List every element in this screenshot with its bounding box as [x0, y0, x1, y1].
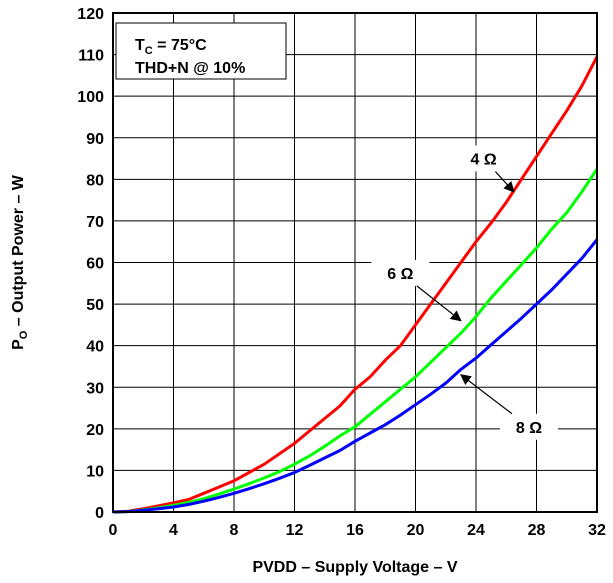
- x-tick-label-12: 12: [286, 522, 304, 539]
- conditions-box-frame: [115, 22, 287, 80]
- x-tick-label-32: 32: [588, 522, 606, 539]
- x-tick-label-0: 0: [109, 522, 118, 539]
- x-tick-label-28: 28: [528, 522, 546, 539]
- y-tick-label-30: 30: [86, 380, 104, 397]
- curve-label-3: 8 Ω: [516, 420, 542, 437]
- curve-label-bg-3: [499, 413, 558, 440]
- x-tick-label-24: 24: [467, 522, 485, 539]
- series-lines: [112, 56, 599, 514]
- thd-label: THD+N @ 10%: [135, 60, 245, 77]
- curve-labels: 4 Ω 6 Ω 8 Ω: [371, 145, 558, 440]
- temperature-main: T: [135, 37, 145, 54]
- tick-labels: 0 4 8 12 16 20 24 28 32 0 10 20 30 40 50 60 70 80 90 100 110…: [77, 6, 606, 539]
- plot-frame: [112, 12, 598, 513]
- curve-label-bg-1: [454, 145, 513, 172]
- x-tick-label-4: 4: [169, 522, 178, 539]
- series-line-2: [112, 168, 599, 514]
- y-tick-label-0: 0: [95, 505, 104, 522]
- curve-label-arrow-3: [460, 374, 513, 415]
- y-tick-label-40: 40: [86, 339, 104, 356]
- y-tick-label-90: 90: [86, 131, 104, 148]
- y-axis-title-rest: – Output Power – W: [10, 174, 27, 330]
- temperature-value: = 75°C: [153, 37, 207, 54]
- temperature-subscript: C: [145, 45, 153, 57]
- y-axis-title: PO – Output Power – W: [10, 174, 30, 350]
- y-tick-label-80: 80: [86, 172, 104, 189]
- curve-label-bg-2: [371, 259, 430, 286]
- y-tick-label-50: 50: [86, 297, 104, 314]
- x-axis-title: PVDD – Supply Voltage – V: [252, 559, 457, 576]
- curve-label-arrow-1: [494, 171, 515, 193]
- y-axis-title-subscript: O: [18, 330, 30, 339]
- x-tick-label-8: 8: [230, 522, 239, 539]
- series-line-1: [112, 56, 599, 514]
- curve-label-2: 6 Ω: [387, 266, 413, 283]
- y-tick-label-110: 110: [78, 48, 104, 65]
- y-tick-label-70: 70: [86, 214, 104, 231]
- x-tick-label-20: 20: [407, 522, 425, 539]
- temperature-label: TC = 75°C: [135, 37, 207, 57]
- y-tick-label-60: 60: [86, 256, 104, 273]
- curve-label-arrow-2: [416, 285, 462, 322]
- conditions-box: TC = 75°C THD+N @ 10%: [115, 22, 287, 80]
- series-line-3: [112, 238, 599, 514]
- y-tick-label-20: 20: [86, 422, 104, 439]
- curve-label-1: 4 Ω: [470, 152, 496, 169]
- y-tick-label-120: 120: [77, 6, 104, 23]
- x-tick-label-16: 16: [346, 522, 364, 539]
- y-tick-label-100: 100: [77, 89, 104, 106]
- y-axis-title-main: P: [10, 339, 27, 350]
- y-tick-label-10: 10: [86, 463, 104, 480]
